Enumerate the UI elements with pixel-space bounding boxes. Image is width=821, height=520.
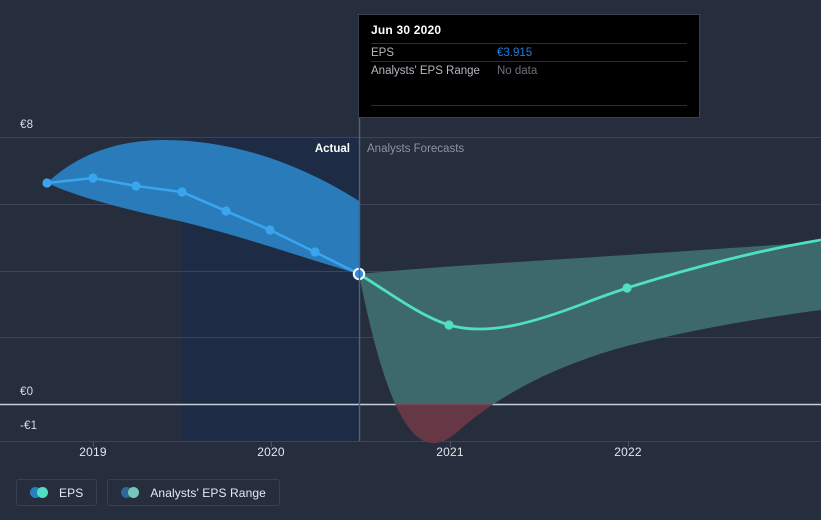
tooltip-footer-divider xyxy=(371,105,687,106)
eps-range-band-actual xyxy=(47,139,359,274)
forecast-range-band-negative xyxy=(395,404,494,443)
x-axis-label-2020: 2020 xyxy=(257,445,285,459)
x-axis-label-2021: 2021 xyxy=(436,445,464,459)
tooltip-key-range: Analysts' EPS Range xyxy=(371,64,480,77)
tooltip-value-range: No data xyxy=(497,64,538,77)
data-tooltip: Jun 30 2020 EPS €3.915 Analysts' EPS Ran… xyxy=(358,14,700,118)
legend-item-eps[interactable]: EPS xyxy=(16,479,98,506)
data-point[interactable] xyxy=(131,181,141,191)
data-point[interactable] xyxy=(88,173,98,183)
chart-plot-area: €8 €0 -€1 2019 2020 2021 2022 Actual Ana… xyxy=(0,118,821,459)
data-point[interactable] xyxy=(444,320,454,330)
actual-segment-label: Actual xyxy=(314,143,350,155)
data-point[interactable] xyxy=(42,178,52,188)
legend-label-analysts-eps-range: Analysts' EPS Range xyxy=(150,485,266,500)
eps-data-points-actual xyxy=(42,173,320,257)
tooltip-row-eps: EPS €3.915 xyxy=(371,43,687,61)
x-axis-label-2019: 2019 xyxy=(79,445,107,459)
forecast-range-band-positive xyxy=(359,242,821,404)
tooltip-row-range: Analysts' EPS Range No data xyxy=(371,61,687,79)
chart-svg xyxy=(0,118,821,447)
y-axis-label-neg1: -€1 xyxy=(20,420,38,432)
legend-item-analysts-eps-range[interactable]: Analysts' EPS Range xyxy=(107,479,280,506)
tooltip-key-eps: EPS xyxy=(371,46,395,59)
eps-data-points-forecast xyxy=(444,283,632,330)
legend-swatch-icon xyxy=(30,487,50,498)
data-point[interactable] xyxy=(221,206,231,216)
legend-label-eps: EPS xyxy=(59,485,84,500)
legend-swatch-icon xyxy=(121,487,141,498)
chart-legend: EPS Analysts' EPS Range xyxy=(16,479,280,506)
tooltip-title: Jun 30 2020 xyxy=(371,23,442,37)
data-point[interactable] xyxy=(310,247,320,257)
y-axis-label-8: €8 xyxy=(20,119,34,131)
data-point[interactable] xyxy=(622,283,632,293)
y-axis-label-0: €0 xyxy=(20,386,34,398)
x-axis-label-2022: 2022 xyxy=(614,445,642,459)
forecast-segment-label: Analysts Forecasts xyxy=(367,143,465,155)
data-point[interactable] xyxy=(177,187,187,197)
data-point[interactable] xyxy=(265,225,275,235)
tooltip-value-eps: €3.915 xyxy=(497,46,533,59)
eps-line-actual xyxy=(45,176,361,276)
eps-line-forecast xyxy=(357,238,821,331)
x-axis-ticks xyxy=(93,441,629,447)
